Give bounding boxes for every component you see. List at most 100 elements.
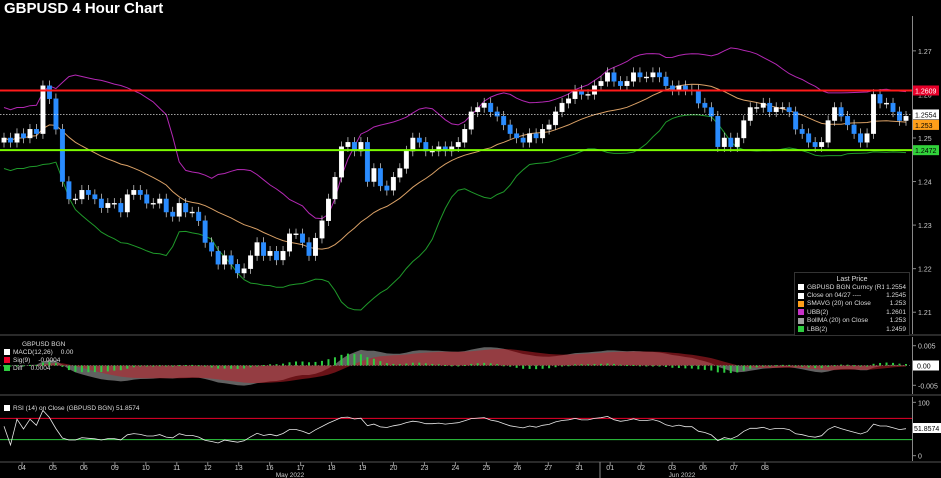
diff-bar xyxy=(853,365,856,367)
x-tick-label: 07 xyxy=(730,465,738,472)
diff-bar xyxy=(749,365,752,369)
candle xyxy=(676,85,682,91)
diff-bar xyxy=(139,365,142,367)
macd-swatch xyxy=(4,365,10,371)
legend-item: SMAVG (20) on Close 1.253 xyxy=(795,300,909,308)
candle xyxy=(624,81,630,86)
candle xyxy=(215,251,221,265)
candle xyxy=(429,150,435,153)
candle xyxy=(306,242,312,256)
candle xyxy=(228,255,234,265)
x-tick-label: 18 xyxy=(328,465,336,472)
diff-bar xyxy=(768,365,771,367)
rsi-line xyxy=(3,409,907,447)
price-tag xyxy=(913,85,939,96)
diff-bar xyxy=(93,365,96,373)
diff-bar xyxy=(567,365,570,367)
legend-swatch xyxy=(798,326,804,333)
diff-bar xyxy=(483,362,486,366)
diff-bar xyxy=(80,365,83,373)
candle xyxy=(605,72,610,82)
candle xyxy=(527,133,533,143)
diff-bar xyxy=(217,365,220,369)
legend-item: GBPUSD BGN Curncy (R1) 1.2554 xyxy=(795,283,909,291)
diff-bar xyxy=(307,362,310,366)
candle xyxy=(124,194,130,213)
candle xyxy=(806,133,812,143)
candle xyxy=(858,133,864,143)
x-tick-label: 03 xyxy=(668,465,676,472)
diff-bar xyxy=(690,365,693,369)
candle xyxy=(403,150,409,169)
candle xyxy=(53,98,59,130)
candle xyxy=(520,137,526,143)
month-label-jun: Jun 2022 xyxy=(669,472,696,478)
diff-bar xyxy=(489,363,492,366)
candle xyxy=(540,129,546,139)
macd-legend: GBPUSD BGN MACD(12,26) 0.00 Sig(9) -0.0004 D… xyxy=(4,340,73,372)
legend-title: Last Price xyxy=(836,276,868,283)
price-tag-label: 1.2472 xyxy=(915,148,937,155)
candle xyxy=(890,102,896,113)
x-tick-label: 08 xyxy=(761,465,769,472)
diff-bar xyxy=(742,365,745,371)
legend-item: UBB(2) 1.2601 xyxy=(795,308,909,316)
price-tag-label: 1.253 xyxy=(915,123,933,130)
diff-bar xyxy=(405,363,408,366)
diff-bar xyxy=(716,365,719,373)
diff-bar xyxy=(418,362,421,366)
candle xyxy=(799,129,805,134)
diff-bar xyxy=(866,365,869,367)
diff-bar xyxy=(736,365,739,373)
x-tick-label: 20 xyxy=(390,465,398,472)
diff-bar xyxy=(398,364,401,366)
diff-bar xyxy=(392,363,395,366)
candle xyxy=(319,220,325,239)
diff-bar xyxy=(152,365,155,367)
diff-bar xyxy=(528,365,531,369)
diff-bar xyxy=(15,365,18,367)
candle xyxy=(553,111,559,126)
diff-bar xyxy=(820,365,823,369)
diff-bar xyxy=(788,364,791,366)
candle xyxy=(189,211,195,214)
diff-bar xyxy=(61,365,64,367)
x-tick-label: 26 xyxy=(513,465,521,472)
diff-bar xyxy=(632,364,635,366)
diff-bar xyxy=(262,364,265,366)
price-tag-label: 1.2554 xyxy=(915,112,937,119)
diff-bar xyxy=(320,360,323,366)
diff-bar xyxy=(548,365,551,369)
candle xyxy=(364,142,370,182)
candle xyxy=(546,124,552,130)
diff-bar xyxy=(502,365,505,367)
rsi-y-tick-label: 100 xyxy=(918,400,930,407)
diff-bar xyxy=(379,361,382,366)
diff-bar xyxy=(794,365,797,367)
lower-bollinger-band xyxy=(3,114,907,311)
legend-item-value: 1.2554 xyxy=(886,283,906,291)
macd-series-value: -0.0004 xyxy=(38,356,61,364)
candle xyxy=(715,115,721,147)
candle xyxy=(209,242,215,252)
diff-bar xyxy=(444,365,447,367)
diff-bar xyxy=(275,364,278,366)
candle xyxy=(14,133,20,143)
legend-item-value: 1.253 xyxy=(889,317,906,325)
candle xyxy=(59,129,65,182)
candle xyxy=(488,102,494,113)
macd-y-tick-label: -0.005 xyxy=(918,383,938,390)
candle xyxy=(98,198,104,208)
candle xyxy=(455,142,461,147)
candle xyxy=(293,233,299,236)
candle xyxy=(397,168,403,178)
diff-bar xyxy=(775,365,778,367)
rsi-value: 51.8574 xyxy=(115,404,140,412)
smavg-line xyxy=(3,83,907,250)
candle xyxy=(494,111,500,117)
x-tick-label: 23 xyxy=(421,465,429,472)
diff-bar xyxy=(814,365,817,369)
x-tick-label: 24 xyxy=(452,465,460,472)
macd-legend-item: Diff 0.0004 xyxy=(4,364,73,372)
